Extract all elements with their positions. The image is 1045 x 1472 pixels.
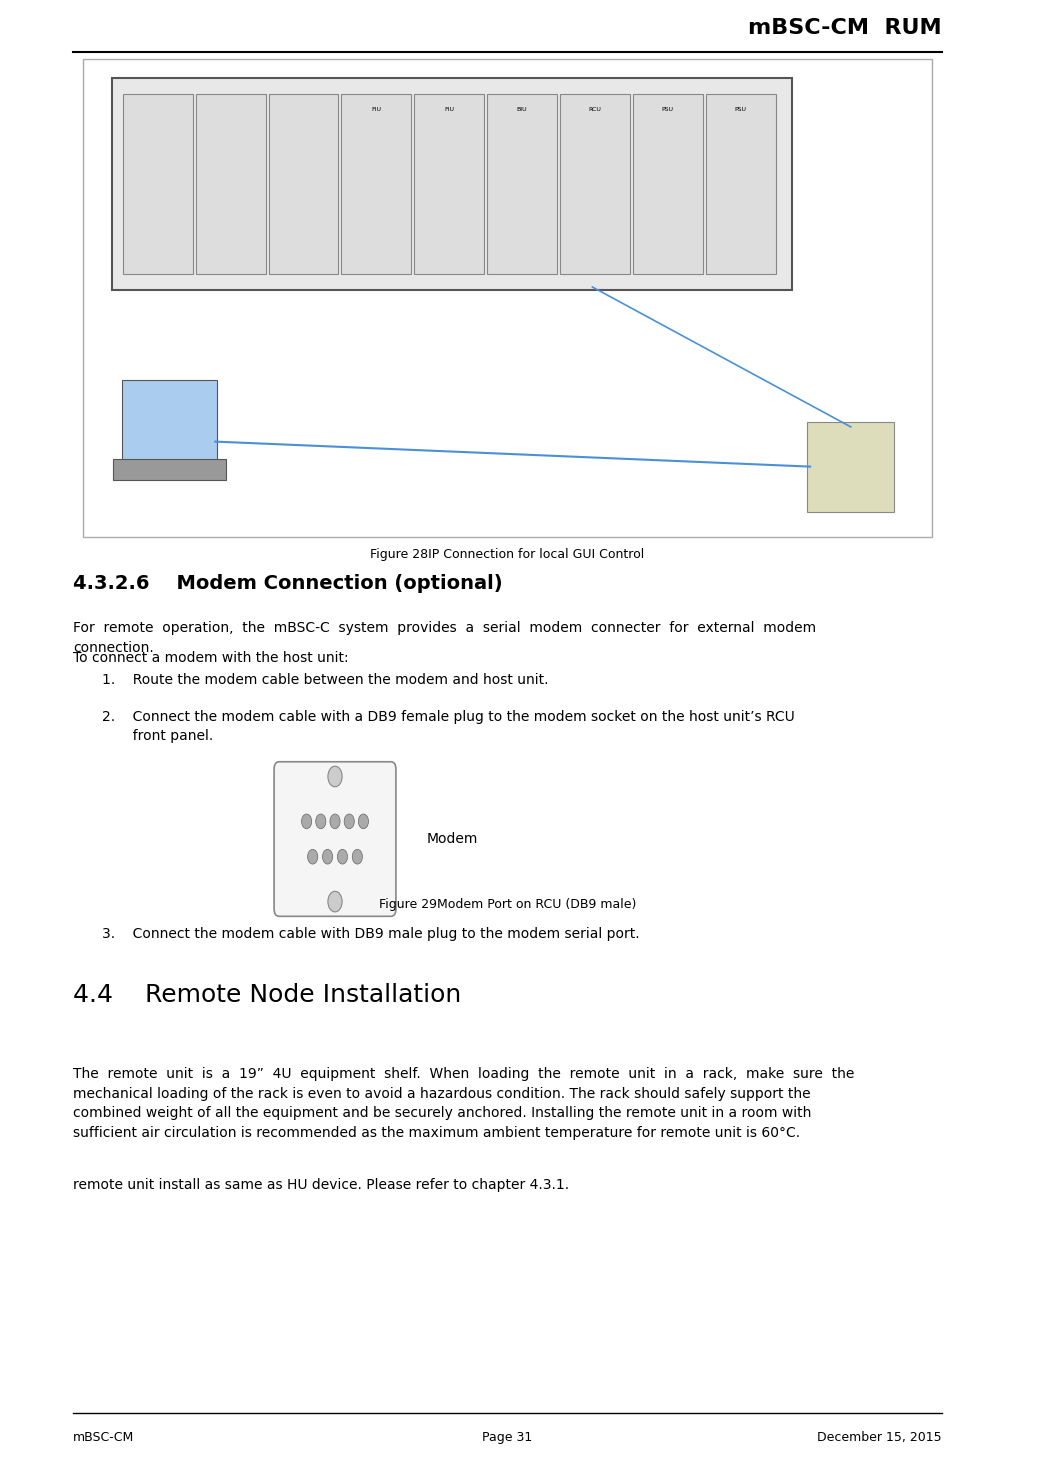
FancyBboxPatch shape bbox=[112, 78, 792, 290]
Text: 1.    Route the modem cable between the modem and host unit.: 1. Route the modem cable between the mod… bbox=[101, 673, 548, 687]
Circle shape bbox=[328, 892, 342, 911]
Text: RCU: RCU bbox=[588, 107, 601, 112]
Circle shape bbox=[307, 849, 318, 864]
FancyBboxPatch shape bbox=[123, 94, 192, 274]
Text: December 15, 2015: December 15, 2015 bbox=[817, 1431, 943, 1444]
FancyBboxPatch shape bbox=[705, 94, 775, 274]
FancyBboxPatch shape bbox=[84, 59, 932, 537]
FancyBboxPatch shape bbox=[807, 422, 895, 512]
Text: FIU: FIU bbox=[371, 107, 381, 112]
Text: PSU: PSU bbox=[735, 107, 747, 112]
FancyBboxPatch shape bbox=[113, 459, 227, 480]
Text: Modem: Modem bbox=[426, 832, 478, 846]
Text: To connect a modem with the host unit:: To connect a modem with the host unit: bbox=[73, 651, 349, 665]
Text: Page 31: Page 31 bbox=[483, 1431, 533, 1444]
Circle shape bbox=[316, 814, 326, 829]
Text: 4.3.2.6    Modem Connection (optional): 4.3.2.6 Modem Connection (optional) bbox=[73, 574, 503, 593]
Text: mBSC-CM  RUM: mBSC-CM RUM bbox=[748, 18, 943, 38]
Text: 3.    Connect the modem cable with DB9 male plug to the modem serial port.: 3. Connect the modem cable with DB9 male… bbox=[101, 927, 640, 942]
Text: 4.4    Remote Node Installation: 4.4 Remote Node Installation bbox=[73, 983, 461, 1007]
Text: For  remote  operation,  the  mBSC-C  system  provides  a  serial  modem  connec: For remote operation, the mBSC-C system … bbox=[73, 621, 816, 655]
FancyBboxPatch shape bbox=[122, 380, 217, 467]
Text: Figure 28IP Connection for local GUI Control: Figure 28IP Connection for local GUI Con… bbox=[371, 548, 645, 561]
Circle shape bbox=[330, 814, 340, 829]
Text: BIU: BIU bbox=[517, 107, 528, 112]
FancyBboxPatch shape bbox=[487, 94, 557, 274]
Circle shape bbox=[338, 849, 348, 864]
FancyBboxPatch shape bbox=[560, 94, 630, 274]
Text: Figure 29Modem Port on RCU (DB9 male): Figure 29Modem Port on RCU (DB9 male) bbox=[379, 898, 636, 911]
FancyBboxPatch shape bbox=[633, 94, 702, 274]
Circle shape bbox=[323, 849, 332, 864]
FancyBboxPatch shape bbox=[414, 94, 484, 274]
Circle shape bbox=[302, 814, 311, 829]
Text: 2.    Connect the modem cable with a DB9 female plug to the modem socket on the : 2. Connect the modem cable with a DB9 fe… bbox=[101, 710, 794, 743]
FancyBboxPatch shape bbox=[195, 94, 265, 274]
Circle shape bbox=[352, 849, 363, 864]
Circle shape bbox=[344, 814, 354, 829]
Text: remote unit install as same as HU device. Please refer to chapter 4.3.1.: remote unit install as same as HU device… bbox=[73, 1178, 570, 1192]
Text: PSU: PSU bbox=[661, 107, 674, 112]
Circle shape bbox=[358, 814, 369, 829]
FancyBboxPatch shape bbox=[274, 762, 396, 916]
Text: The  remote  unit  is  a  19”  4U  equipment  shelf.  When  loading  the  remote: The remote unit is a 19” 4U equipment sh… bbox=[73, 1067, 855, 1139]
FancyBboxPatch shape bbox=[269, 94, 339, 274]
FancyBboxPatch shape bbox=[342, 94, 412, 274]
Text: mBSC-CM: mBSC-CM bbox=[73, 1431, 135, 1444]
Circle shape bbox=[328, 765, 342, 786]
Text: FIU: FIU bbox=[444, 107, 455, 112]
